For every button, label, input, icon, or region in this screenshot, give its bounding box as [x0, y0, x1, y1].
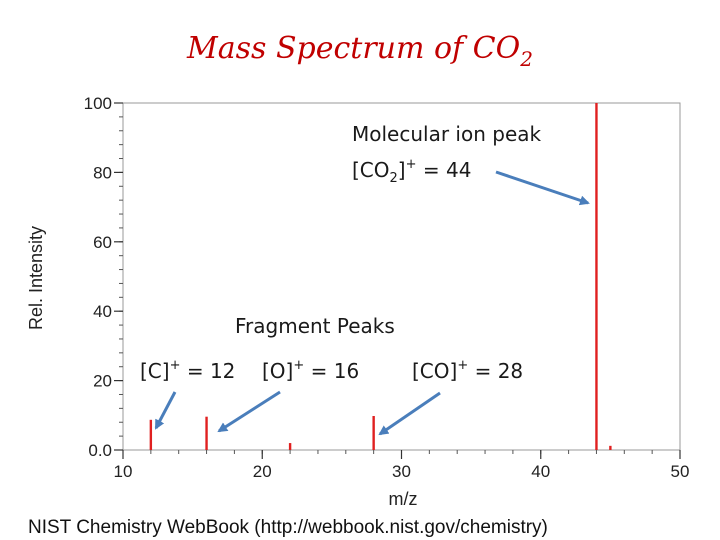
molecular-ion-bracket: ]	[398, 158, 406, 182]
x-axis-label: m/z	[389, 489, 418, 509]
x-tick-label: 50	[671, 462, 690, 481]
molecular-ion-label-line1: Molecular ion peak	[352, 122, 542, 146]
oxygen-ion-superscript: +	[293, 358, 304, 373]
x-tick-label: 30	[392, 462, 411, 481]
y-axis-ticks: 0.0 20 40 60 80 100	[84, 94, 123, 460]
molecular-ion-arrow	[495, 170, 590, 206]
source-credit: NIST Chemistry WebBook (http://webbook.n…	[28, 517, 548, 538]
co-ion-value: = 28	[468, 359, 523, 383]
molecular-ion-value: = 44	[417, 158, 472, 182]
co-ion-arrow	[378, 391, 441, 436]
co-ion-formula: [CO]	[412, 359, 457, 383]
chart-title: Mass Spectrum of CO2	[186, 31, 533, 71]
carbon-ion-arrow	[154, 391, 177, 430]
carbon-ion-formula: [C]	[140, 359, 170, 383]
oxygen-ion-arrow	[217, 390, 281, 433]
molecular-ion-superscript: +	[406, 157, 417, 172]
molecular-ion-subscript: 2	[390, 171, 398, 186]
x-tick-label: 40	[531, 462, 550, 481]
co-ion-superscript: +	[457, 358, 468, 373]
fragment-peaks-heading: Fragment Peaks	[235, 314, 395, 338]
carbon-ion-label: [C]+ = 12	[140, 358, 235, 383]
oxygen-ion-formula: [O]	[262, 359, 293, 383]
y-axis-label: Rel. Intensity	[26, 226, 46, 330]
chart-title-main: Mass Spectrum of CO	[186, 31, 520, 66]
oxygen-ion-value: = 16	[304, 359, 359, 383]
carbon-ion-superscript: +	[170, 358, 181, 373]
co-ion-label: [CO]+ = 28	[412, 358, 523, 383]
y-tick-label: 40	[93, 302, 112, 321]
x-axis-ticks: 10 20 30 40 50	[114, 450, 690, 481]
y-tick-label: 100	[84, 94, 112, 113]
molecular-ion-label-line2: [CO2]+ = 44	[352, 157, 471, 186]
oxygen-ion-label: [O]+ = 16	[262, 358, 359, 383]
carbon-ion-value: = 12	[180, 359, 235, 383]
y-tick-label: 60	[93, 233, 112, 252]
x-tick-label: 20	[253, 462, 272, 481]
peak-bars	[149, 103, 612, 450]
molecular-ion-formula: [CO	[352, 158, 390, 182]
y-tick-label: 20	[93, 372, 112, 391]
y-tick-label: 80	[93, 163, 112, 182]
x-tick-label: 10	[114, 462, 133, 481]
y-tick-label: 0.0	[88, 441, 112, 460]
chart-title-subscript: 2	[519, 47, 533, 71]
